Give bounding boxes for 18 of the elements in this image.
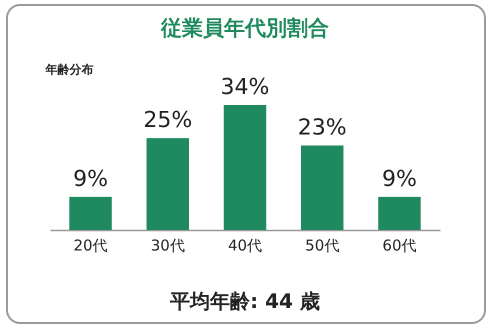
y-axis-title: 年齢分布	[44, 62, 94, 76]
x-tick-label: 20代	[74, 236, 108, 254]
data-label: 23%	[298, 115, 347, 140]
bar	[378, 196, 421, 230]
x-tick-label: 60代	[382, 236, 416, 254]
chart-title: 従業員年代別割合	[160, 16, 329, 40]
bar	[300, 145, 344, 230]
bar	[224, 105, 266, 230]
data-label: 9%	[382, 166, 417, 192]
x-tick-label: 40代	[228, 236, 262, 254]
data-label: 34%	[220, 75, 270, 100]
text: 平均年齢: 44 歳	[169, 289, 320, 313]
data-label: 9%	[73, 166, 108, 192]
bar	[69, 196, 112, 230]
x-tick-label: 50代	[305, 236, 340, 254]
x-tick-label: 30代	[150, 236, 185, 254]
data-label: 25%	[143, 108, 192, 134]
bar	[146, 138, 190, 230]
